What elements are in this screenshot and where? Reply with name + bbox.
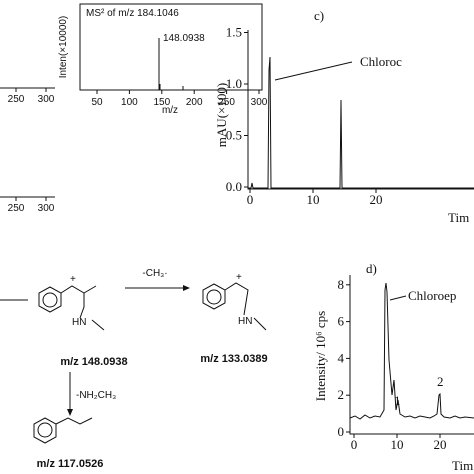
tick-label: 0.0 [226, 179, 242, 194]
tick-label: 100 [121, 97, 138, 108]
panel-d: d) Intensity/ 10⁶ cps 0 10 20 0 2 4 6 8 Chloroe… [313, 261, 474, 473]
x-label: Tim [452, 458, 473, 473]
annotation: Chloroep [408, 288, 456, 303]
ring-circle [42, 292, 58, 308]
benzene-ring [202, 283, 226, 310]
neutral-loss: -CH₃· [142, 268, 167, 279]
atom-label: HN [238, 316, 252, 327]
tick-label: 6 [338, 314, 345, 329]
tick-label: 8 [338, 277, 345, 292]
chromatogram-trace [248, 56, 474, 189]
annotation-line [274, 61, 353, 81]
tick-label: 1.5 [226, 25, 242, 40]
tick-label: 0 [338, 424, 345, 439]
neutral-loss: -NH₂CH₃ [76, 390, 116, 401]
chromatogram-trace [349, 282, 474, 420]
bond [224, 282, 249, 316]
tick-label: 0 [351, 437, 358, 452]
ion-label: m/z 133.0389 [200, 353, 267, 365]
tick-label: 200 [186, 97, 203, 108]
tick-label: 10 [391, 437, 404, 452]
axes [247, 30, 474, 190]
atom-label: HN [72, 317, 86, 328]
annotation-line [389, 295, 407, 301]
ticks: 0 10 20 0 2 4 6 8 [338, 277, 447, 452]
peak-label: 1 [394, 393, 401, 408]
arrow-head [67, 409, 73, 416]
bond [83, 285, 97, 294]
tick-label: 10 [307, 192, 320, 207]
tick-label: 250 [8, 203, 25, 214]
tick-label: 1.0 [226, 76, 242, 91]
left-axes: 250 300 250 300 [0, 87, 55, 214]
ring-circle [206, 289, 222, 305]
charge: + [236, 272, 242, 283]
ticks: 0 10 20 0.0 0.5 1.0 1.5 [226, 25, 383, 208]
x-label: m/z [162, 105, 178, 116]
tick-label: 300 [38, 94, 55, 105]
tick-label: 4 [338, 350, 345, 365]
panel-label: d) [366, 261, 377, 276]
peak-label: 2 [437, 374, 444, 389]
panel-label: c) [314, 8, 324, 23]
x-label: Tim [448, 210, 469, 225]
tick-label: 0.5 [226, 128, 242, 143]
tick-label: 300 [38, 203, 55, 214]
peak-label: 148.0938 [163, 33, 205, 44]
ring-circle [37, 422, 53, 438]
fragmentation-scheme: + HN m/z 148.0938 -CH₃· + HN m/z 133.038… [0, 268, 268, 470]
ms2-inset: MS² of m/z 184.1046 Inten(×10000) 148.09… [58, 3, 268, 116]
tick-label: 250 [218, 97, 235, 108]
bond [60, 285, 85, 319]
annotation: Chloroc [360, 54, 402, 69]
tick-label: 300 [251, 97, 268, 108]
panel-c: c) mAU(×100) 0 10 20 0.0 0.5 1.0 1.5 Chloroc T… [214, 8, 474, 225]
bond [55, 417, 93, 425]
benzene-ring [33, 417, 57, 444]
tick-label: 50 [91, 97, 103, 108]
tick-label: 2 [338, 387, 345, 402]
charge: + [70, 274, 76, 285]
tick-label: 20 [434, 437, 447, 452]
axes [349, 275, 474, 435]
x-ticks: 50 100 150 200 250 300 [91, 90, 268, 108]
tick-label: 250 [8, 94, 25, 105]
y-label: mAU(×100) [214, 83, 229, 147]
y-label: Inten(×10000) [58, 16, 69, 79]
benzene-ring [38, 286, 62, 313]
ion-label: m/z 117.0526 [37, 458, 104, 470]
ion-label: m/z 148.0938 [60, 356, 127, 368]
plot-frame [79, 3, 263, 91]
ms2-title: MS² of m/z 184.1046 [86, 8, 179, 19]
arrow-head [183, 285, 190, 291]
y-label: Intensity/ 10⁶ cps [313, 311, 328, 401]
tick-label: 0 [247, 192, 254, 207]
bond [91, 319, 105, 331]
bond [253, 317, 267, 331]
tick-label: 150 [153, 97, 170, 108]
tick-label: 20 [370, 192, 383, 207]
